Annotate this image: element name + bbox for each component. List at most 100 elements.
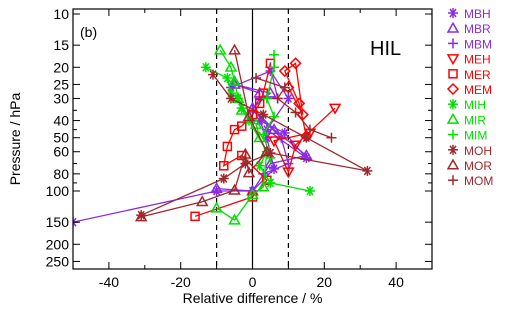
data-point bbox=[228, 74, 241, 86]
data-point bbox=[228, 77, 241, 89]
data-point bbox=[269, 62, 280, 73]
series-line bbox=[284, 62, 307, 137]
data-point bbox=[448, 69, 458, 79]
series-line bbox=[255, 77, 332, 139]
legend-label: MEM bbox=[464, 83, 492, 97]
data-point bbox=[236, 121, 247, 131]
y-tick-label: 50 bbox=[53, 130, 69, 146]
legend-label: MIH bbox=[464, 98, 486, 112]
series-moh bbox=[136, 69, 373, 221]
legend-item-mor: MOR bbox=[446, 158, 492, 173]
data-point bbox=[210, 201, 223, 213]
data-point bbox=[253, 131, 266, 143]
y-tick-label: 100 bbox=[46, 183, 70, 199]
data-point bbox=[200, 62, 211, 73]
y-tick-label: 60 bbox=[53, 144, 69, 160]
data-point bbox=[290, 107, 301, 118]
data-point bbox=[249, 117, 263, 129]
data-point bbox=[446, 158, 460, 170]
data-point bbox=[222, 73, 233, 84]
series-line bbox=[141, 49, 268, 218]
data-point bbox=[279, 127, 290, 138]
y-tick-label: 200 bbox=[46, 236, 70, 252]
legend-label: MOR bbox=[464, 159, 492, 173]
data-point bbox=[301, 132, 312, 143]
y-tick-label: 20 bbox=[53, 59, 69, 75]
x-axis-title: Relative difference / % bbox=[183, 290, 323, 306]
data-point bbox=[289, 57, 302, 70]
data-point bbox=[448, 129, 458, 140]
y-tick-label: 40 bbox=[53, 113, 69, 129]
data-point bbox=[448, 38, 458, 49]
legend-label: MBM bbox=[464, 37, 492, 51]
data-point bbox=[195, 195, 209, 207]
data-point bbox=[219, 160, 229, 171]
legend-label: MBH bbox=[464, 7, 491, 21]
data-point bbox=[448, 175, 458, 186]
chart-annotation: HIL bbox=[370, 38, 401, 60]
legend-label: MEH bbox=[464, 53, 491, 67]
legend-item-mih: MIH bbox=[448, 98, 486, 112]
legend-item-mom: MOM bbox=[448, 174, 493, 188]
series-mem bbox=[278, 57, 313, 143]
series-line bbox=[216, 83, 308, 192]
data-point bbox=[224, 60, 238, 72]
data-point bbox=[254, 98, 265, 109]
data-point bbox=[256, 180, 270, 192]
data-point bbox=[239, 147, 252, 159]
data-point bbox=[272, 93, 283, 104]
legend-label: MOH bbox=[464, 144, 492, 158]
data-point bbox=[448, 99, 458, 110]
x-tick-label: 40 bbox=[388, 274, 404, 290]
data-point bbox=[260, 145, 274, 157]
data-point bbox=[448, 8, 458, 18]
data-point bbox=[235, 103, 249, 115]
y-axis-title: Pressure / hPa bbox=[7, 92, 23, 185]
x-axis: -40 -20 0 20 40 bbox=[72, 9, 433, 290]
x-tick-label: 0 bbox=[249, 274, 257, 290]
data-point bbox=[265, 177, 276, 188]
y-tick-label: 250 bbox=[46, 253, 70, 269]
data-point bbox=[446, 54, 460, 66]
legend-item-moh: MOH bbox=[448, 144, 492, 158]
y-tick-label: 25 bbox=[53, 76, 69, 92]
data-point bbox=[446, 112, 460, 124]
data-point bbox=[261, 93, 272, 104]
series-mor bbox=[134, 43, 274, 222]
legend-label: MER bbox=[464, 68, 491, 82]
data-point bbox=[446, 82, 460, 96]
data-point bbox=[264, 157, 277, 169]
legend-label: MIM bbox=[464, 129, 487, 143]
data-point bbox=[283, 93, 294, 104]
x-tick-label: -40 bbox=[99, 274, 119, 290]
legend-item-mim: MIM bbox=[448, 129, 487, 143]
reference-lines bbox=[216, 9, 289, 269]
legend-label: MBR bbox=[464, 22, 491, 36]
legend-item-mer: MER bbox=[448, 68, 491, 82]
data-point bbox=[134, 210, 148, 222]
y-tick-label: 80 bbox=[53, 166, 69, 182]
data-point bbox=[246, 188, 259, 200]
data-point bbox=[328, 103, 342, 115]
data-point bbox=[251, 73, 262, 84]
data-point bbox=[242, 110, 256, 122]
data-point bbox=[448, 144, 458, 155]
x-tick-label: -20 bbox=[171, 274, 191, 290]
data-point bbox=[293, 97, 306, 110]
data-point bbox=[258, 109, 269, 120]
data-point bbox=[190, 211, 200, 222]
panel-label: (b) bbox=[80, 24, 97, 40]
data-point bbox=[210, 182, 223, 194]
data-point bbox=[218, 173, 229, 184]
data-point bbox=[304, 186, 315, 196]
series-line bbox=[73, 70, 307, 223]
data-point bbox=[222, 141, 233, 152]
legend-label: MOM bbox=[464, 174, 493, 188]
data-point bbox=[225, 93, 236, 104]
data-point bbox=[278, 64, 291, 78]
data-point bbox=[228, 43, 241, 55]
data-point bbox=[228, 213, 241, 225]
data-point bbox=[228, 183, 241, 195]
